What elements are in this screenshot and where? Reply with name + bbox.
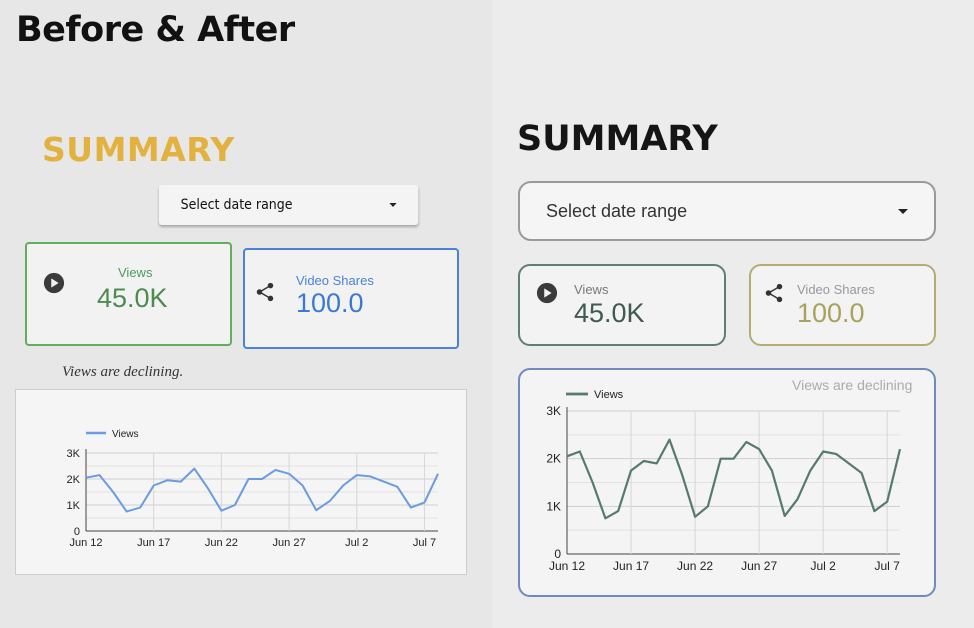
before-summary-title: SUMMARY	[42, 130, 235, 169]
page-title: Before & After	[16, 10, 295, 50]
x-tick-label: Jun 12	[549, 559, 585, 573]
series-line-views	[566, 438, 902, 520]
after-summary-title: SUMMARY	[517, 119, 718, 159]
before-views-label: Views	[118, 265, 153, 280]
play-circle-icon	[536, 282, 558, 304]
after-chart-container: 0 1K 2K 3K Jun 12 Jun 17 Jun 22 Jun 27 Jul 2 Jul …	[518, 368, 936, 597]
after-shares-card	[749, 264, 936, 346]
before-views-chart: 0 1K 2K 3K Jun 12 Jun 17 Jun 22 Jun 27 Jul 2 Jul …	[67, 429, 439, 549]
share-icon	[765, 283, 783, 303]
after-date-range-select[interactable]: Select date range	[518, 181, 936, 241]
after-shares-value: 100.0	[797, 298, 865, 328]
x-tick-label: Jun 17	[613, 559, 649, 573]
y-tick-label: 1K	[67, 500, 81, 512]
x-tick-label: Jul 2	[345, 537, 368, 549]
after-views-card	[518, 264, 726, 346]
y-tick-label: 3K	[67, 448, 81, 460]
y-tick-label: 3K	[546, 404, 561, 418]
before-views-value: 45.0K	[97, 283, 168, 313]
before-shares-label: Video Shares	[296, 273, 374, 288]
y-tick-label: 0	[554, 547, 561, 561]
x-tick-label: Jun 27	[273, 537, 306, 549]
x-tick-label: Jun 22	[677, 559, 713, 573]
x-tick-label: Jul 7	[875, 559, 901, 573]
before-chart-note: Views are declining.	[62, 364, 184, 380]
before-chart-container: 0 1K 2K 3K Jun 12 Jun 17 Jun 22 Jun 27 Jul 2 Jul …	[15, 389, 467, 575]
share-icon	[256, 282, 274, 302]
after-chart-note: Views are declining	[792, 377, 913, 393]
x-tick-label: Jul 7	[413, 537, 436, 549]
legend-label: Views	[594, 389, 624, 401]
before-views-card	[25, 242, 232, 346]
after-shares-label: Video Shares	[797, 282, 875, 297]
x-tick-label: Jun 22	[205, 537, 238, 549]
after-views-value: 45.0K	[574, 298, 645, 328]
y-tick-label: 1K	[546, 499, 561, 513]
after-views-label: Views	[574, 282, 609, 297]
y-tick-label: 2K	[546, 452, 561, 466]
y-tick-label: 0	[74, 526, 80, 538]
x-tick-label: Jun 27	[741, 559, 777, 573]
before-date-range-select[interactable]: Select date range	[159, 185, 419, 225]
after-date-range-label: Select date range	[546, 200, 688, 221]
caret-down-icon	[389, 203, 397, 207]
before-shares-value: 100.0	[296, 288, 364, 318]
before-shares-card	[243, 248, 459, 349]
x-tick-label: Jun 12	[69, 537, 102, 549]
caret-down-icon	[898, 208, 908, 214]
x-tick-label: Jul 2	[810, 559, 836, 573]
before-date-range-label: Select date range	[180, 197, 293, 213]
x-tick-label: Jun 17	[137, 537, 170, 549]
after-views-chart: 0 1K 2K 3K Jun 12 Jun 17 Jun 22 Jun 27 Jul 2 Jul …	[546, 389, 902, 573]
play-circle-icon	[43, 272, 65, 294]
y-tick-label: 2K	[67, 474, 81, 486]
legend-label: Views	[112, 429, 139, 440]
